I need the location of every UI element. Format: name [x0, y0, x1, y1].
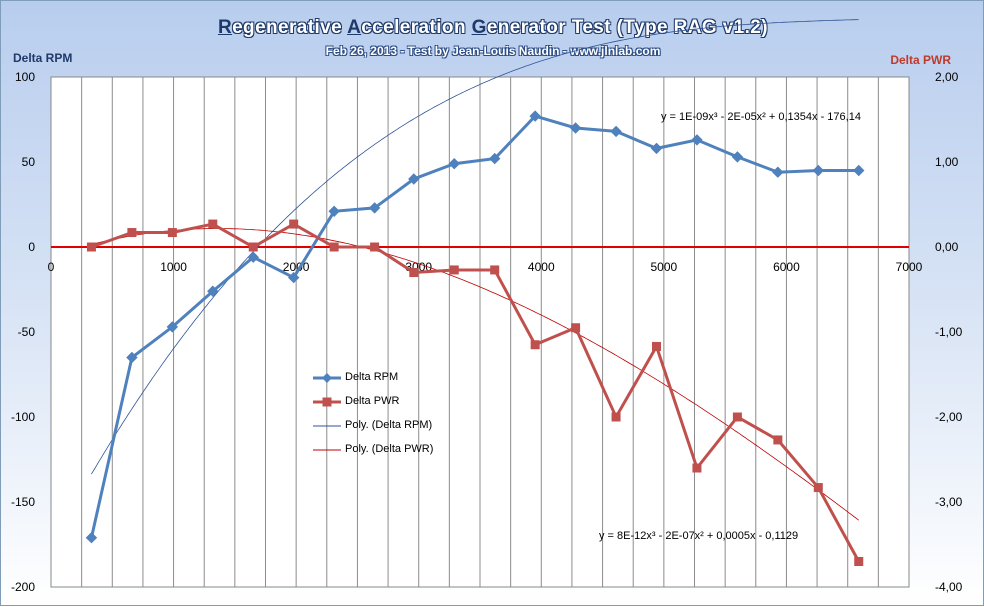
y-tick-label-left: -100: [11, 410, 35, 424]
title-text-0: egenerative: [232, 17, 348, 38]
y-axis-label-right: Delta PWR: [890, 53, 951, 67]
x-tick-label: 7000: [896, 260, 923, 274]
rpm-data-point: [731, 151, 744, 163]
pwr-data-point: [490, 265, 500, 275]
y-tick-label-right: -1,00: [935, 325, 963, 339]
legend-swatch-pwr-trend: [313, 449, 341, 451]
pwr-data-point: [571, 323, 581, 333]
legend-item-rpm-trend: Poly. (Delta RPM): [309, 415, 474, 439]
title-text-2: enerator Test (Type RAG v1.2): [486, 17, 769, 38]
y-tick-label-right: -3,00: [935, 495, 963, 509]
rpm-data-point: [166, 321, 179, 333]
trendline-equation-rpm: y = 1E-09x³ - 2E-05x² + 0,1354x - 176,14: [661, 111, 861, 123]
rpm-data-point: [772, 166, 784, 178]
legend-label-pwr-trend: Poly. (Delta PWR): [345, 443, 434, 455]
rpm-data-point: [853, 164, 865, 177]
chart-title: Regenerative Acceleration Generator Test…: [1, 17, 984, 39]
legend-item-pwr: Delta PWR: [309, 391, 474, 415]
trendline-rpm: [91, 19, 859, 475]
y-tick-label-left: 0: [28, 240, 35, 254]
pwr-data-point: [449, 265, 459, 275]
x-tick-label: 0: [48, 260, 55, 274]
rpm-data-point: [247, 251, 259, 263]
rpm-data-point: [287, 271, 300, 284]
y-tick-label-right: 2,00: [935, 70, 959, 84]
rpm-data-point: [126, 351, 138, 364]
pwr-data-point: [611, 412, 621, 422]
legend-label-pwr: Delta PWR: [345, 395, 400, 407]
rpm-data-point: [328, 205, 340, 218]
pwr-data-point: [208, 219, 218, 229]
pwr-data-point: [409, 268, 419, 277]
y-tick-label-left: 100: [15, 70, 35, 84]
pwr-data-point: [167, 228, 177, 238]
rpm-data-point: [408, 173, 420, 185]
pwr-data-point: [248, 242, 258, 252]
pwr-data-point: [813, 483, 823, 493]
y-axis-label-left: Delta RPM: [13, 51, 73, 65]
pwr-data-point: [530, 340, 540, 350]
x-tick-label: 1000: [160, 260, 187, 274]
pwr-data-point: [692, 463, 702, 473]
rpm-data-point: [569, 122, 582, 134]
legend-swatch-pwr: [313, 397, 341, 407]
series-line-pwr: [90, 222, 861, 563]
pwr-data-point: [86, 242, 96, 252]
rpm-data-point: [207, 285, 219, 297]
pwr-data-point: [329, 242, 339, 252]
rpm-data-point: [650, 142, 663, 155]
rpm-data-point: [448, 157, 460, 170]
series-line-rpm: [89, 114, 859, 539]
y-tick-label-right: 1,00: [935, 155, 959, 169]
rpm-data-point: [489, 152, 501, 165]
pwr-data-point: [854, 557, 864, 566]
rpm-data-point: [368, 202, 381, 214]
rpm-data-point: [812, 164, 825, 177]
y-tick-label-left: -50: [18, 325, 36, 339]
legend-item-pwr-trend: Poly. (Delta PWR): [309, 439, 474, 463]
rpm-data-point: [610, 125, 622, 138]
x-tick-label: 5000: [651, 260, 678, 274]
title-initial-2: G: [471, 17, 487, 38]
pwr-data-point: [773, 435, 783, 445]
y-tick-label-left: -200: [11, 580, 35, 594]
pwr-data-point: [652, 341, 662, 351]
pwr-data-point: [289, 219, 299, 229]
y-tick-label-left: -150: [11, 495, 35, 509]
title-initial-0: R: [217, 17, 233, 38]
chart-legend: Delta RPM Delta PWR Poly. (Delta RPM) Po…: [309, 367, 474, 463]
y-tick-label-right: -2,00: [935, 410, 963, 424]
pwr-data-point: [732, 412, 742, 422]
pwr-data-point: [370, 242, 380, 252]
chart-subtitle: Feb 26, 2013 - Test by Jean-Louis Naudin…: [325, 44, 661, 58]
rpm-data-point: [691, 134, 703, 146]
y-tick-label-right: -4,00: [935, 580, 963, 594]
trendline-equation-pwr: y = 8E-12x³ - 2E-07x² + 0,0005x - 0,1129: [599, 530, 799, 542]
title-text-1: cceleration: [361, 17, 472, 38]
y-tick-label-right: 0,00: [935, 240, 959, 254]
legend-label-rpm: Delta RPM: [345, 371, 399, 383]
legend-swatch-rpm: [313, 373, 341, 383]
legend-swatch-rpm-trend: [313, 425, 341, 427]
x-tick-label: 6000: [773, 260, 800, 274]
title-initial-1: A: [347, 17, 362, 38]
rpm-data-point: [529, 110, 541, 122]
legend-label-rpm-trend: Poly. (Delta RPM): [345, 419, 433, 431]
rpm-data-point: [85, 531, 98, 544]
pwr-data-point: [127, 228, 137, 238]
y-tick-label-left: 50: [22, 155, 36, 169]
x-tick-label: 4000: [528, 260, 555, 274]
legend-item-rpm: Delta RPM: [309, 367, 474, 391]
